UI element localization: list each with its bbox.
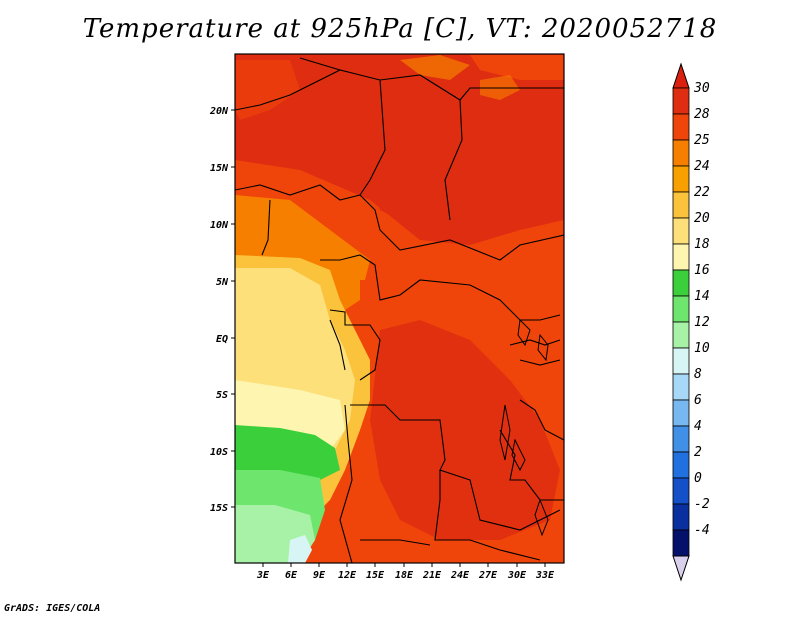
lat-tick-label: 5S bbox=[216, 390, 228, 401]
colorbar-swatch bbox=[672, 451, 690, 479]
colorbar-label: 16 bbox=[694, 263, 710, 278]
colorbar-top-arrow bbox=[672, 62, 690, 89]
lat-tick-label: 15N bbox=[210, 163, 229, 174]
colorbar-swatch bbox=[672, 373, 690, 401]
colorbar-label: 22 bbox=[694, 185, 710, 200]
lon-tick-label: 6E bbox=[285, 570, 298, 581]
lat-tick-label: 15S bbox=[210, 503, 228, 514]
colorbar-label: 10 bbox=[694, 341, 710, 356]
lon-tick-label: 33E bbox=[535, 570, 555, 581]
lat-tick-label: 20N bbox=[209, 106, 229, 117]
colorbar-label: 14 bbox=[694, 289, 710, 304]
latitude-axis: 20N 15N 10N 5N EQ 5S 10S 15S bbox=[209, 106, 235, 514]
colorbar-label: 6 bbox=[694, 393, 702, 408]
lat-tick-label: 5N bbox=[216, 277, 229, 288]
colorbar-swatch bbox=[672, 191, 690, 219]
colorbar-swatch bbox=[672, 529, 690, 557]
colorbar-swatch bbox=[672, 503, 690, 531]
grads-credit: GrADS: IGES/COLA bbox=[4, 603, 101, 614]
lat-tick-label: 10N bbox=[210, 220, 229, 231]
colorbar-label: 12 bbox=[694, 315, 710, 330]
colorbar-label: -2 bbox=[694, 497, 710, 512]
colorbar-swatch bbox=[672, 269, 690, 297]
country-borders bbox=[235, 57, 564, 563]
colorbar-bottom-arrow bbox=[672, 555, 690, 582]
lon-tick-label: 30E bbox=[507, 570, 527, 581]
colorbar-swatch bbox=[672, 87, 690, 115]
lat-tick-label: 10S bbox=[210, 447, 228, 458]
colorbar-swatch bbox=[672, 217, 690, 245]
colorbar-label: 0 bbox=[694, 471, 702, 486]
lon-tick-label: 21E bbox=[422, 570, 442, 581]
colorbar-swatch bbox=[672, 425, 690, 453]
colorbar-swatch bbox=[672, 139, 690, 167]
longitude-axis: 3E 6E 9E 12E 15E 18E 21E 24E 27E 30E 33E bbox=[256, 563, 555, 581]
temperature-field bbox=[235, 54, 564, 563]
colorbar-swatch bbox=[672, 321, 690, 349]
colorbar-label: 18 bbox=[694, 237, 710, 252]
colorbar-label: 20 bbox=[694, 211, 710, 226]
colorbar-label: 30 bbox=[693, 81, 710, 96]
colorbar-label: 8 bbox=[694, 367, 702, 382]
map-title: Temperature at 925hPa [C], VT: 202005271… bbox=[82, 14, 718, 44]
colorbar-swatch bbox=[672, 243, 690, 271]
colorbar-label: 28 bbox=[694, 107, 710, 122]
colorbar-swatch bbox=[672, 113, 690, 141]
colorbar-swatch bbox=[672, 165, 690, 193]
colorbar-label: 2 bbox=[694, 445, 702, 460]
colorbar-swatch bbox=[672, 477, 690, 505]
lon-tick-label: 24E bbox=[450, 570, 470, 581]
lon-tick-label: 3E bbox=[256, 570, 270, 581]
colorbar-label: 4 bbox=[694, 419, 702, 434]
lakes bbox=[499, 318, 549, 537]
colorbar-swatch bbox=[672, 295, 690, 323]
colorbar-label: 25 bbox=[694, 133, 710, 148]
lon-tick-label: 27E bbox=[478, 570, 498, 581]
map-frame bbox=[234, 53, 565, 564]
lat-tick-label: EQ bbox=[216, 334, 228, 345]
lon-tick-label: 12E bbox=[338, 570, 357, 581]
colorbar-label: 24 bbox=[694, 159, 710, 174]
lon-tick-label: 9E bbox=[313, 570, 326, 581]
colorbar-swatch bbox=[672, 347, 690, 375]
colorbar-swatch bbox=[672, 399, 690, 427]
lon-tick-label: 15E bbox=[366, 570, 385, 581]
lon-tick-label: 18E bbox=[395, 570, 414, 581]
colorbar-label: -4 bbox=[694, 523, 710, 538]
